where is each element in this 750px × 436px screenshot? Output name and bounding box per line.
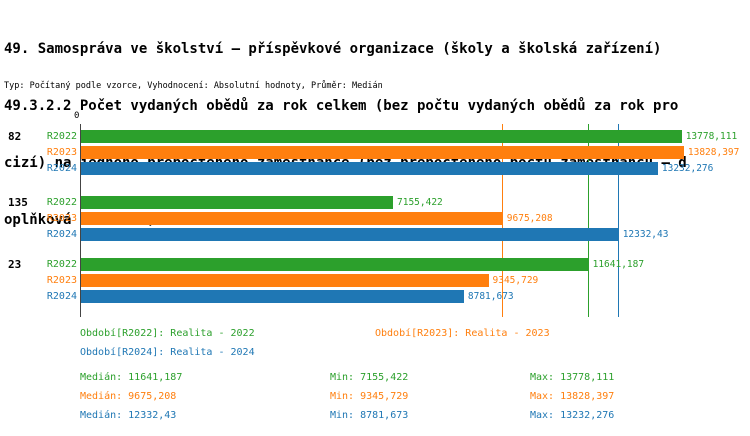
bar-value-label: 13232,276 xyxy=(661,163,714,174)
y-axis-line xyxy=(80,124,81,317)
bar-r2023-135 xyxy=(81,212,503,225)
median-line-r2022 xyxy=(587,124,589,317)
bar-series-label: R2023 xyxy=(46,147,77,158)
stats-row-r2024: Medián: 12332,43 Min: 8781,673 Max: 1323… xyxy=(0,410,750,423)
chart-subtitle: Typ: Počítaný podle vzorce, Vyhodnocení:… xyxy=(4,81,383,91)
x-axis-zero-label: 0 xyxy=(74,111,80,121)
category-label-82: 82 xyxy=(8,130,22,143)
legend-item-r2024: Období[R2024]: Realita - 2024 xyxy=(80,347,255,358)
bar-r2024-135 xyxy=(81,228,619,241)
category-label-23: 23 xyxy=(8,258,22,271)
legend-item-r2022: Období[R2022]: Realita - 2022 xyxy=(80,328,255,339)
bar-value-label: 7155,422 xyxy=(397,197,443,208)
bar-value-label: 11641,187 xyxy=(592,259,645,270)
bar-value-label: 9345,729 xyxy=(492,275,539,286)
max-stat: Max: 13828,397 xyxy=(530,391,615,402)
bar-value-label: 8781,673 xyxy=(467,291,514,302)
bar-r2023-82 xyxy=(81,146,684,159)
bar-value-label: 9675,208 xyxy=(506,213,553,224)
max-stat: Max: 13232,276 xyxy=(530,410,615,421)
median-stat: Medián: 9675,208 xyxy=(80,391,177,402)
bar-series-label: R2024 xyxy=(46,291,77,302)
bar-r2022-135 xyxy=(81,196,393,209)
median-line-r2024 xyxy=(617,124,619,317)
stats-row-r2022: Medián: 11641,187 Min: 7155,422 Max: 137… xyxy=(0,372,750,385)
median-stat: Medián: 12332,43 xyxy=(80,410,177,421)
min-stat: Min: 9345,729 xyxy=(330,391,409,402)
category-label-135: 135 xyxy=(8,196,28,209)
bar-value-label: 13828,397 xyxy=(687,147,740,158)
bar-series-label: R2022 xyxy=(46,131,77,142)
bar-series-label: R2022 xyxy=(46,259,77,270)
bar-series-label: R2023 xyxy=(46,275,77,286)
stats-row-r2023: Medián: 9675,208 Min: 9345,729 Max: 1382… xyxy=(0,391,750,404)
median-stat: Medián: 11641,187 xyxy=(80,372,183,383)
bar-value-label: 12332,43 xyxy=(622,229,669,240)
legend-item-r2023: Období[R2023]: Realita - 2023 xyxy=(375,328,550,339)
bar-r2022-23 xyxy=(81,258,589,271)
title-line-2: 49.3.2.2 Počet vydaných obědů za rok cel… xyxy=(4,98,679,114)
bar-series-label: R2024 xyxy=(46,163,77,174)
title-line-1: 49. Samospráva ve školství – příspěvkové… xyxy=(4,41,662,57)
min-stat: Min: 8781,673 xyxy=(330,410,409,421)
bar-r2022-82 xyxy=(81,130,682,143)
bar-series-label: R2022 xyxy=(46,197,77,208)
bar-r2023-23 xyxy=(81,274,489,287)
bar-series-label: R2023 xyxy=(46,213,77,224)
bar-r2024-23 xyxy=(81,290,464,303)
bar-r2024-82 xyxy=(81,162,658,175)
bar-series-label: R2024 xyxy=(46,229,77,240)
max-stat: Max: 13778,111 xyxy=(530,372,615,383)
bar-value-label: 13778,111 xyxy=(685,131,738,142)
min-stat: Min: 7155,422 xyxy=(330,372,409,383)
